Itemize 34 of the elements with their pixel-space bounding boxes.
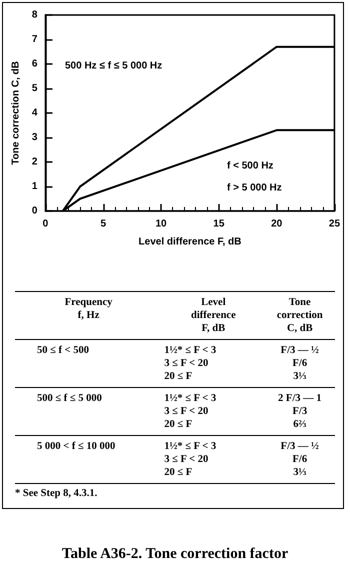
text: F/3 — ½ F/6 3⅓ <box>280 344 320 384</box>
text: F/3 — ½ F/6 3⅓ <box>280 440 320 480</box>
y-tick-label: 6 <box>32 58 38 70</box>
y-tick-label: 7 <box>32 34 38 45</box>
x-tick-label: 25 <box>328 218 340 230</box>
x-tick-label: 0 <box>42 218 49 230</box>
annotation: f > 5 000 Hz <box>227 182 282 194</box>
text: Level difference F, dB <box>190 296 237 336</box>
x-tick-label: 20 <box>271 218 283 230</box>
x-tick-label: 15 <box>213 218 225 230</box>
y-tick-label: 8 <box>32 10 38 20</box>
text: 50 ≤ f < 500 <box>36 344 90 358</box>
y-tick-label: 5 <box>32 83 38 94</box>
text: * See Step 8, 4.3.1. <box>15 487 98 499</box>
x-tick-label: 10 <box>155 218 168 230</box>
y-tick-label: 0 <box>32 206 38 216</box>
text: 2 F/3 — 1 F/3 6⅔ <box>277 392 323 432</box>
text: Tone correction C, dB <box>276 296 324 336</box>
x-tick-label: 5 <box>100 218 106 230</box>
text: 1½* ≤ F < 3 3 ≤ F < 20 20 ≤ F <box>163 440 218 480</box>
text: Frequency f, Hz <box>64 296 114 323</box>
text: 1½* ≤ F < 3 3 ≤ F < 20 20 ≤ F <box>163 392 218 432</box>
y-axis-title: Tone correction C, dB <box>10 61 22 165</box>
text: 1½* ≤ F < 3 3 ≤ F < 20 20 ≤ F <box>163 344 218 384</box>
text: Table A36-2. Tone correction factor <box>60 546 290 563</box>
text: 500 ≤ f ≤ 5 000 <box>36 392 103 406</box>
x-axis-title: Level difference F, dB <box>138 236 242 248</box>
y-tick-label: 1 <box>32 181 38 192</box>
annotation: 500 Hz ≤ f ≤ 5 000 Hz <box>65 60 162 72</box>
y-tick-label: 4 <box>32 108 38 118</box>
text: 5 000 < f ≤ 10 000 <box>36 440 116 454</box>
y-tick-label: 3 <box>32 132 38 143</box>
annotation: f < 500 Hz <box>227 160 274 172</box>
y-tick-label: 2 <box>32 156 38 168</box>
